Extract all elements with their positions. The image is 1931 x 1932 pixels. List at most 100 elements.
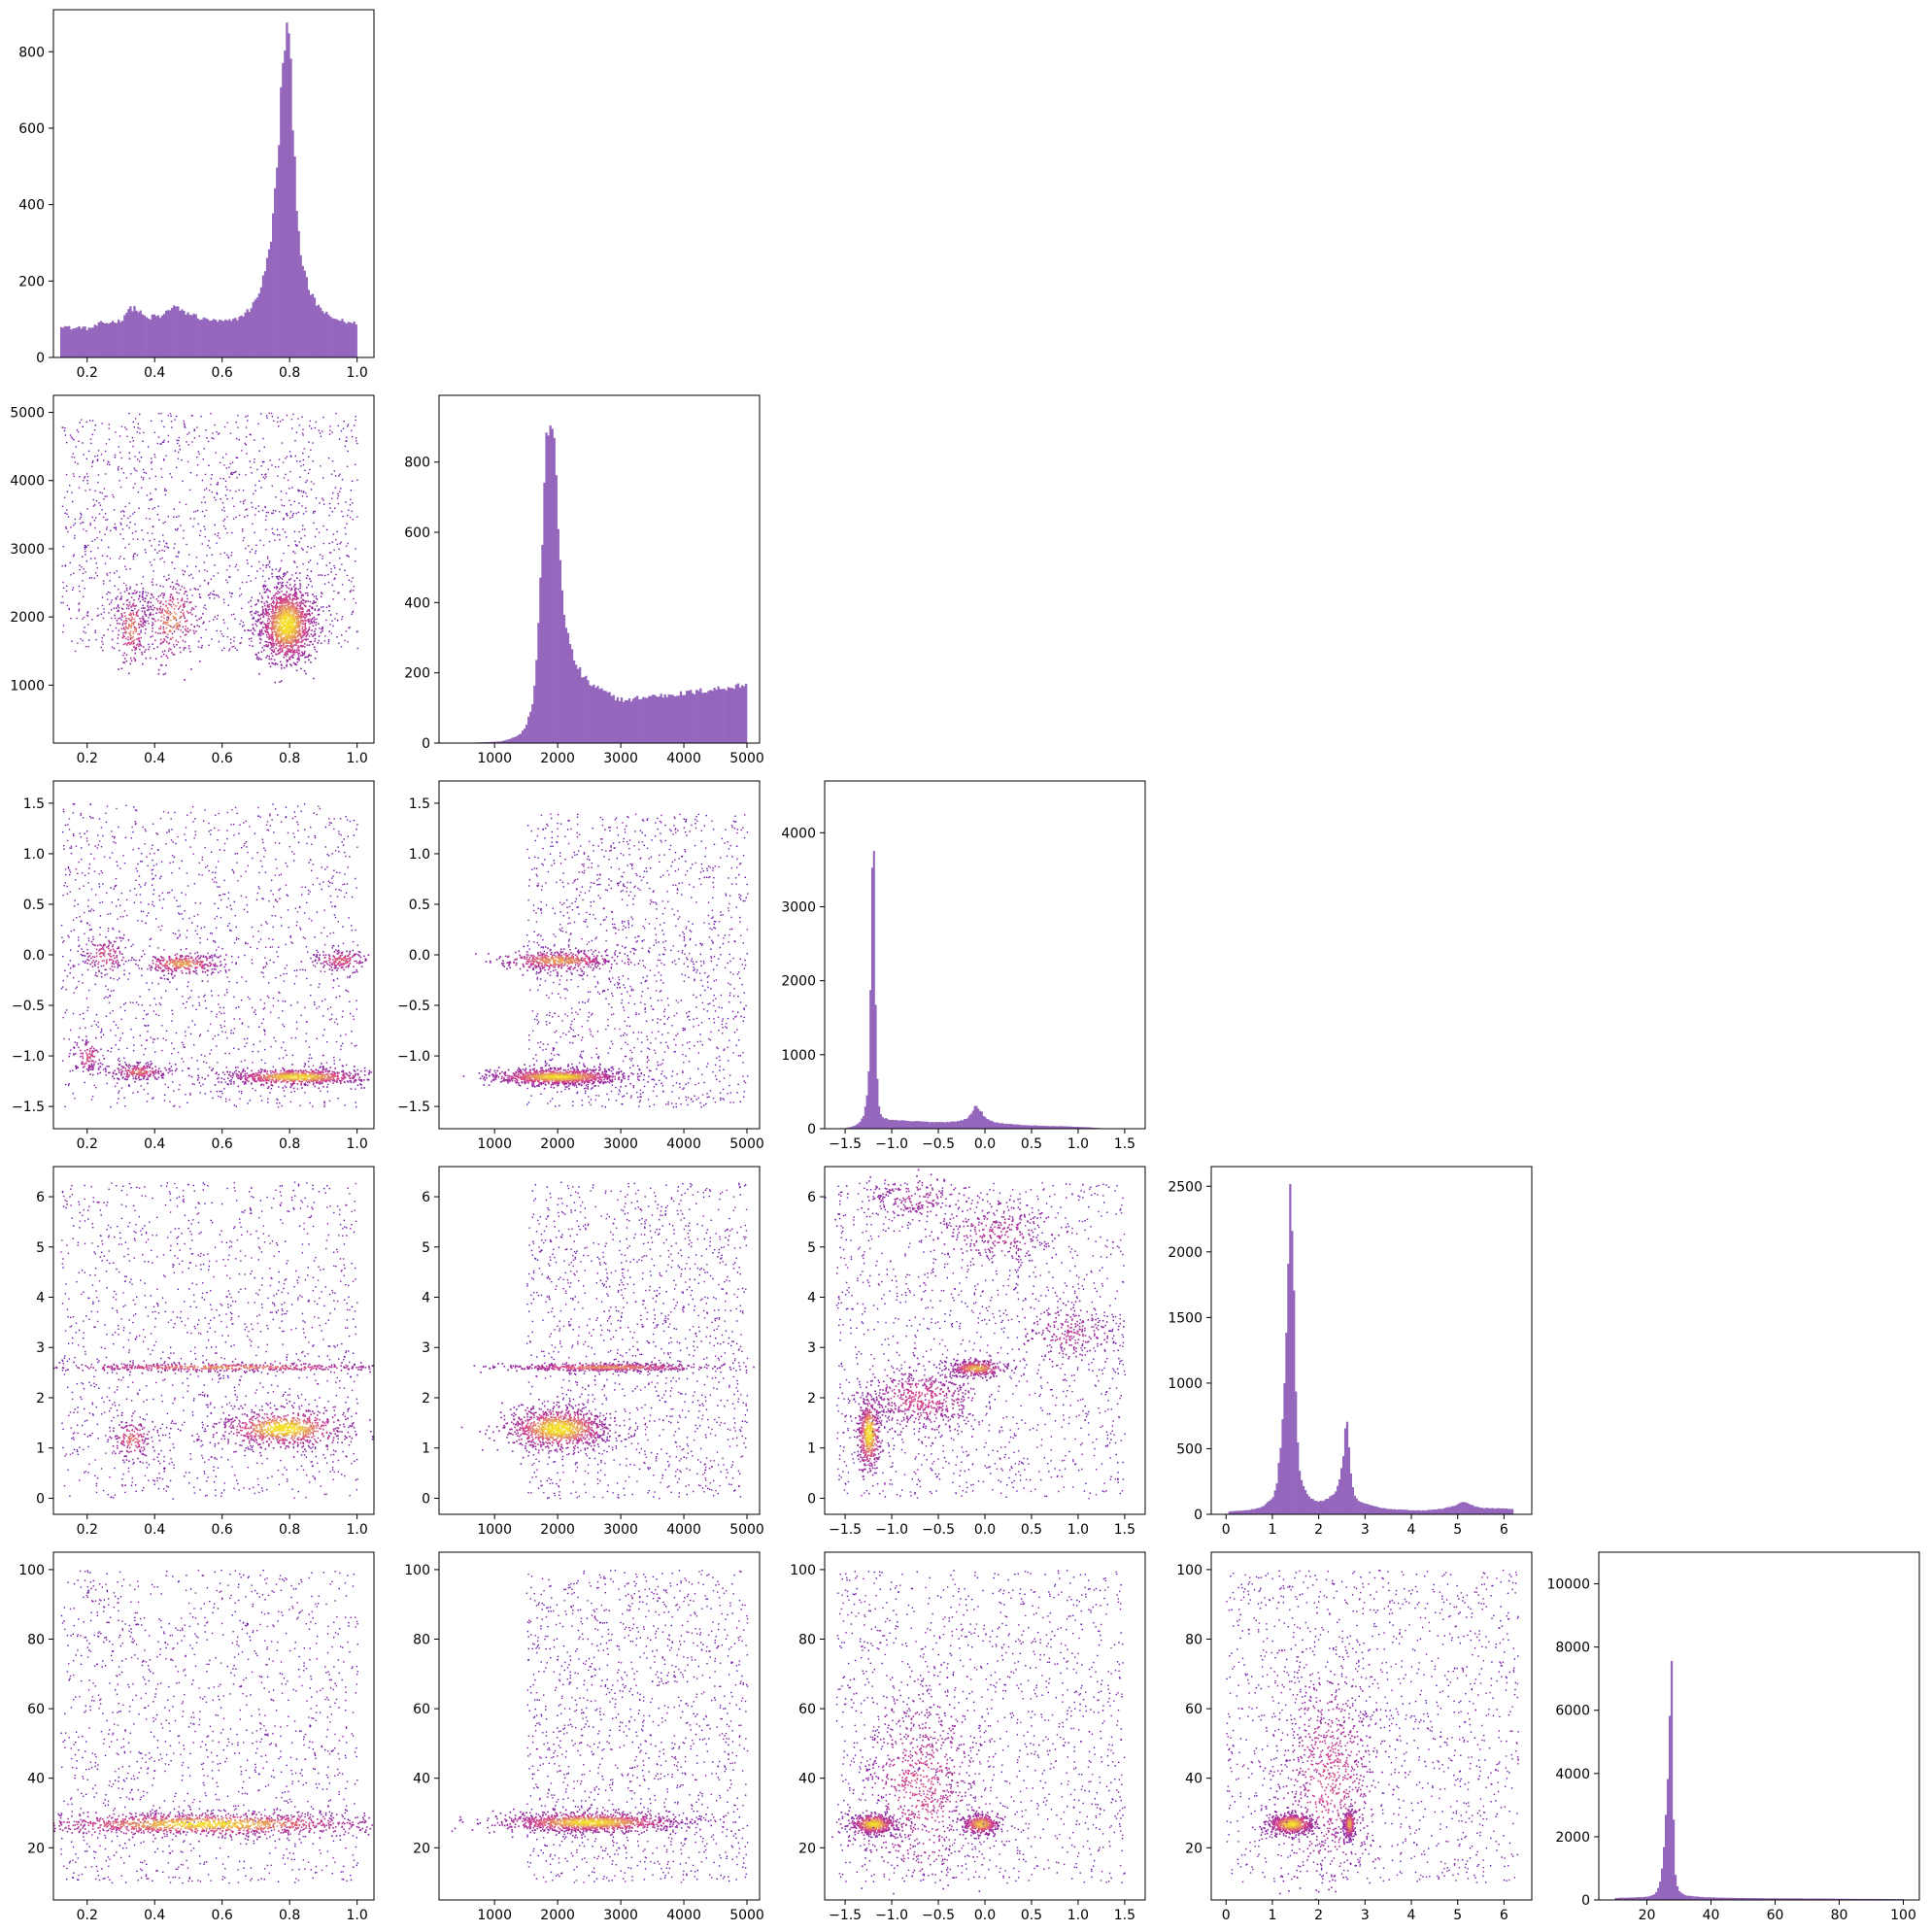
scatter-point — [261, 509, 264, 512]
scatter-point — [237, 426, 239, 428]
scatter-point — [297, 620, 300, 623]
histogram-bar — [1337, 1485, 1339, 1514]
histogram-bar — [1393, 1508, 1397, 1514]
scatter-point — [338, 491, 341, 492]
scatter-point — [254, 610, 257, 613]
scatter-point — [298, 579, 301, 582]
scatter-point — [233, 505, 235, 508]
scatter-point — [79, 944, 81, 947]
scatter-point — [120, 614, 123, 617]
scatter-point — [109, 912, 112, 915]
scatter-point — [158, 607, 161, 610]
histogram-bar — [1824, 1898, 1827, 1900]
x-tick-label-1m0: 1.0 — [346, 751, 367, 766]
scatter-point — [266, 630, 268, 633]
scatter-point — [276, 611, 278, 614]
scatter-point — [224, 527, 226, 530]
histogram-bar — [1870, 1898, 1874, 1900]
scatter-point — [207, 582, 210, 584]
histogram-bar — [1508, 1508, 1510, 1514]
scatter-point — [288, 627, 290, 628]
scatter-point — [123, 591, 126, 593]
histogram-bar — [116, 322, 119, 357]
scatter-point — [285, 632, 287, 634]
scatter-point — [69, 485, 71, 487]
scatter-point — [143, 477, 145, 479]
scatter-point — [277, 610, 280, 613]
scatter-point — [307, 619, 309, 622]
scatter-point — [313, 620, 315, 623]
histogram-bar — [1422, 1509, 1425, 1514]
scatter-point — [101, 604, 104, 607]
histogram-bar — [701, 693, 704, 743]
histogram-bar — [1302, 1485, 1305, 1514]
scatter-point — [270, 1045, 272, 1048]
scatter-point — [346, 436, 348, 439]
histogram-bars — [1614, 1660, 1904, 1900]
scatter-point — [150, 608, 152, 611]
scatter-point — [272, 594, 275, 597]
scatter-point — [329, 552, 332, 554]
scatter-point — [105, 996, 107, 998]
scatter-point — [256, 468, 258, 471]
scatter-point — [245, 426, 248, 428]
scatter-point — [79, 564, 81, 566]
x-tick-label-3: 3 — [1361, 1522, 1370, 1538]
histogram-bar — [878, 1105, 881, 1129]
scatter-point — [175, 639, 178, 642]
scatter-point — [132, 1001, 134, 1004]
histogram-bar — [1234, 1510, 1237, 1514]
scatter-point — [262, 615, 265, 617]
scatter-point — [137, 615, 139, 617]
scatter-point — [225, 467, 227, 469]
scatter-point — [184, 641, 186, 643]
scatter-point — [81, 948, 83, 950]
scatter-point — [291, 626, 294, 628]
histogram-bar — [1851, 1898, 1854, 1900]
scatter-point — [197, 640, 200, 643]
scatter-point — [152, 618, 154, 621]
histogram-bar — [1642, 1897, 1644, 1900]
scatter-point — [286, 513, 288, 516]
scatter-point — [224, 1052, 226, 1055]
scatter-point — [172, 643, 175, 646]
histogram-bar — [1437, 1508, 1440, 1514]
scatter-point — [263, 1029, 266, 1032]
scatter-point — [275, 625, 277, 627]
scatter-point — [159, 632, 161, 634]
histogram-bar — [872, 850, 875, 1129]
scatter-point — [260, 630, 263, 632]
scatter-point — [204, 535, 206, 538]
histogram-bar — [541, 544, 544, 743]
scatter-point — [326, 1083, 329, 1086]
scatter-point — [285, 614, 288, 617]
scatter-point — [310, 826, 312, 829]
scatter-point — [163, 1094, 166, 1096]
scatter-point — [162, 459, 165, 461]
scatter-point — [260, 601, 263, 603]
scatter-point — [243, 625, 245, 627]
scatter-point — [304, 601, 307, 603]
histogram-bar — [1797, 1898, 1800, 1900]
scatter-point — [322, 542, 324, 545]
scatter-point — [281, 590, 283, 593]
scatter-point — [178, 436, 181, 439]
scatter-point — [151, 593, 152, 595]
scatter-point — [172, 841, 174, 843]
scatter-point — [103, 634, 105, 637]
scatter-point — [245, 509, 247, 511]
scatter-point — [164, 493, 167, 496]
scatter-point — [129, 586, 132, 589]
scatter-point — [279, 888, 282, 890]
scatter-point — [165, 664, 167, 666]
histogram-bar — [291, 130, 294, 357]
scatter-point — [279, 569, 281, 571]
scatter-point — [266, 964, 268, 966]
scatter-point — [322, 1034, 324, 1036]
histogram-bar — [1365, 1504, 1368, 1514]
histogram-bar — [539, 577, 542, 743]
scatter-point — [290, 623, 293, 626]
scatter-point — [145, 622, 147, 624]
scatter-point — [310, 869, 313, 872]
